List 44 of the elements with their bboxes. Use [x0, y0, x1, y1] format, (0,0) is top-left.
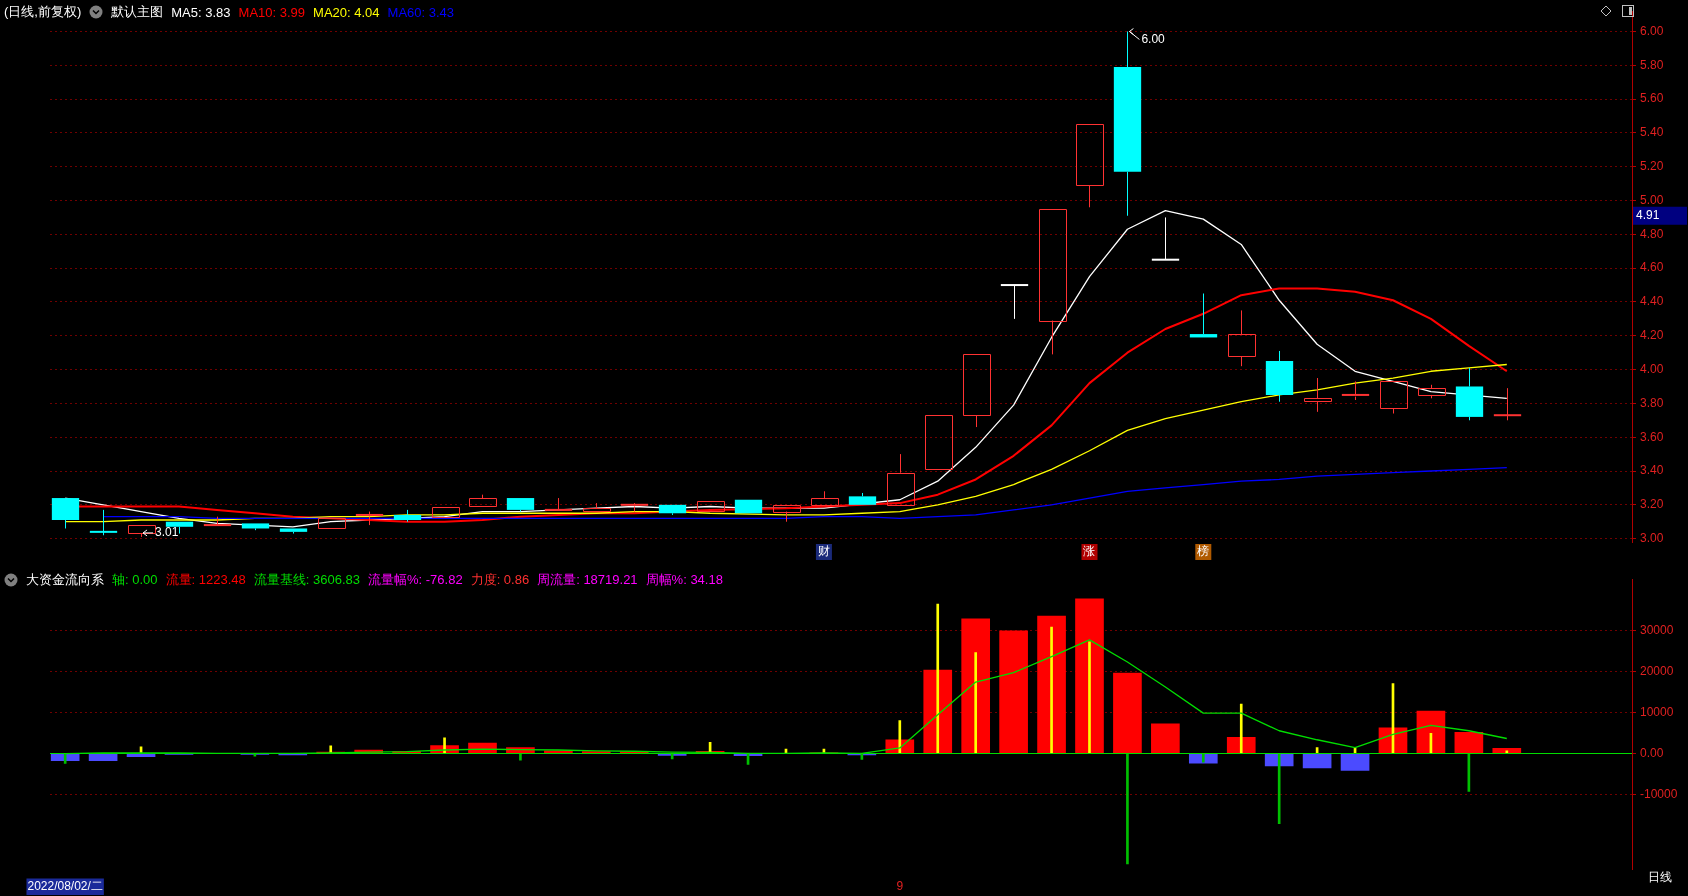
text: 涨	[1083, 544, 1096, 559]
y-tick-label: 0.00	[1640, 745, 1664, 760]
y-tick-label: 6.00	[1640, 23, 1664, 38]
y-tick-label: 10000	[1640, 704, 1674, 719]
annotation: 周流量: 18719.21	[537, 571, 638, 589]
y-tick-label: 5.80	[1640, 57, 1664, 72]
text: MA5: 3.83	[171, 4, 231, 20]
y-tick-label: 4.80	[1640, 226, 1664, 241]
chart-title: (日线,前复权)	[4, 3, 82, 21]
text: 流量基线: 3606.83	[253, 571, 360, 589]
y-tick-label: 3.00	[1640, 530, 1664, 545]
y-tick-label: -10000	[1640, 786, 1678, 801]
y-tick-label: 4.40	[1640, 294, 1664, 309]
annotation: 6.00	[1141, 31, 1166, 46]
y-tick-label: 3.40	[1640, 463, 1664, 478]
y-tick-label: 3.80	[1640, 395, 1664, 410]
text: 日线	[1648, 869, 1672, 884]
text: MA60: 3.43	[387, 4, 455, 20]
text: 财	[817, 544, 830, 559]
y-tick-label: 30000	[1640, 622, 1674, 637]
text: MA10: 3.99	[238, 4, 306, 20]
y-tick-label: 3.20	[1640, 497, 1664, 512]
y-tick-label: 5.20	[1640, 159, 1664, 174]
text: 4.91	[1636, 208, 1660, 223]
x-tick-label: 2022/08/02/二	[27, 879, 103, 894]
ref-line-label: 轴: 0.00	[112, 571, 158, 589]
annotation: 流量幅%: -76.82	[367, 571, 463, 589]
y-tick-label: 3.60	[1640, 429, 1664, 444]
x-tick-label: 9	[896, 879, 904, 894]
annotation: 周幅%: 34.18	[645, 571, 723, 589]
y-tick-label: 4.60	[1640, 260, 1664, 275]
chart-title: 大资金流向系	[26, 571, 104, 589]
y-tick-label: 5.60	[1640, 91, 1664, 106]
text: 榜	[1197, 544, 1210, 559]
text: 流量: 1223.48	[165, 571, 246, 589]
annotation: 3.01	[155, 525, 179, 540]
y-tick-label: 20000	[1640, 663, 1674, 678]
y-tick-label: 4.00	[1640, 361, 1664, 376]
chart-subtitle: 默认主图	[111, 3, 164, 21]
y-tick-label: 4.20	[1640, 328, 1664, 343]
y-tick-label: 5.00	[1640, 192, 1664, 207]
annotation: 力度: 0.86	[470, 571, 530, 589]
text: MA20: 4.04	[313, 4, 380, 20]
y-tick-label: 5.40	[1640, 125, 1664, 140]
